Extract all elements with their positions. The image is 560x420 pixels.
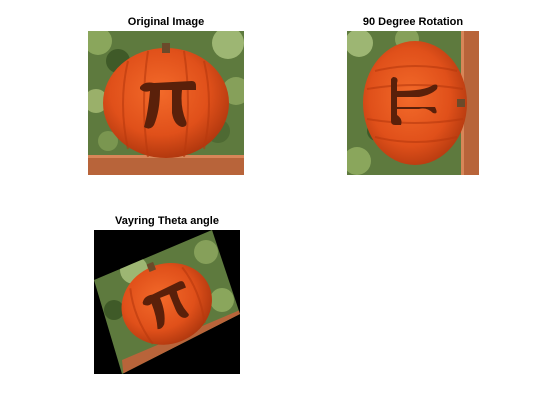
- panel-title-rotation-90: 90 Degree Rotation: [362, 16, 464, 28]
- pumpkin-photo-rotated: [347, 31, 479, 175]
- panel-title-original: Original Image: [127, 16, 205, 28]
- theta-rotated-image: [94, 230, 240, 374]
- original-image: [88, 31, 244, 175]
- pumpkin-photo: [88, 31, 244, 175]
- pumpkin-photo-theta: [94, 230, 240, 374]
- rotated-90-image: [347, 31, 479, 175]
- panel-title-theta: Vayring Theta angle: [115, 215, 219, 227]
